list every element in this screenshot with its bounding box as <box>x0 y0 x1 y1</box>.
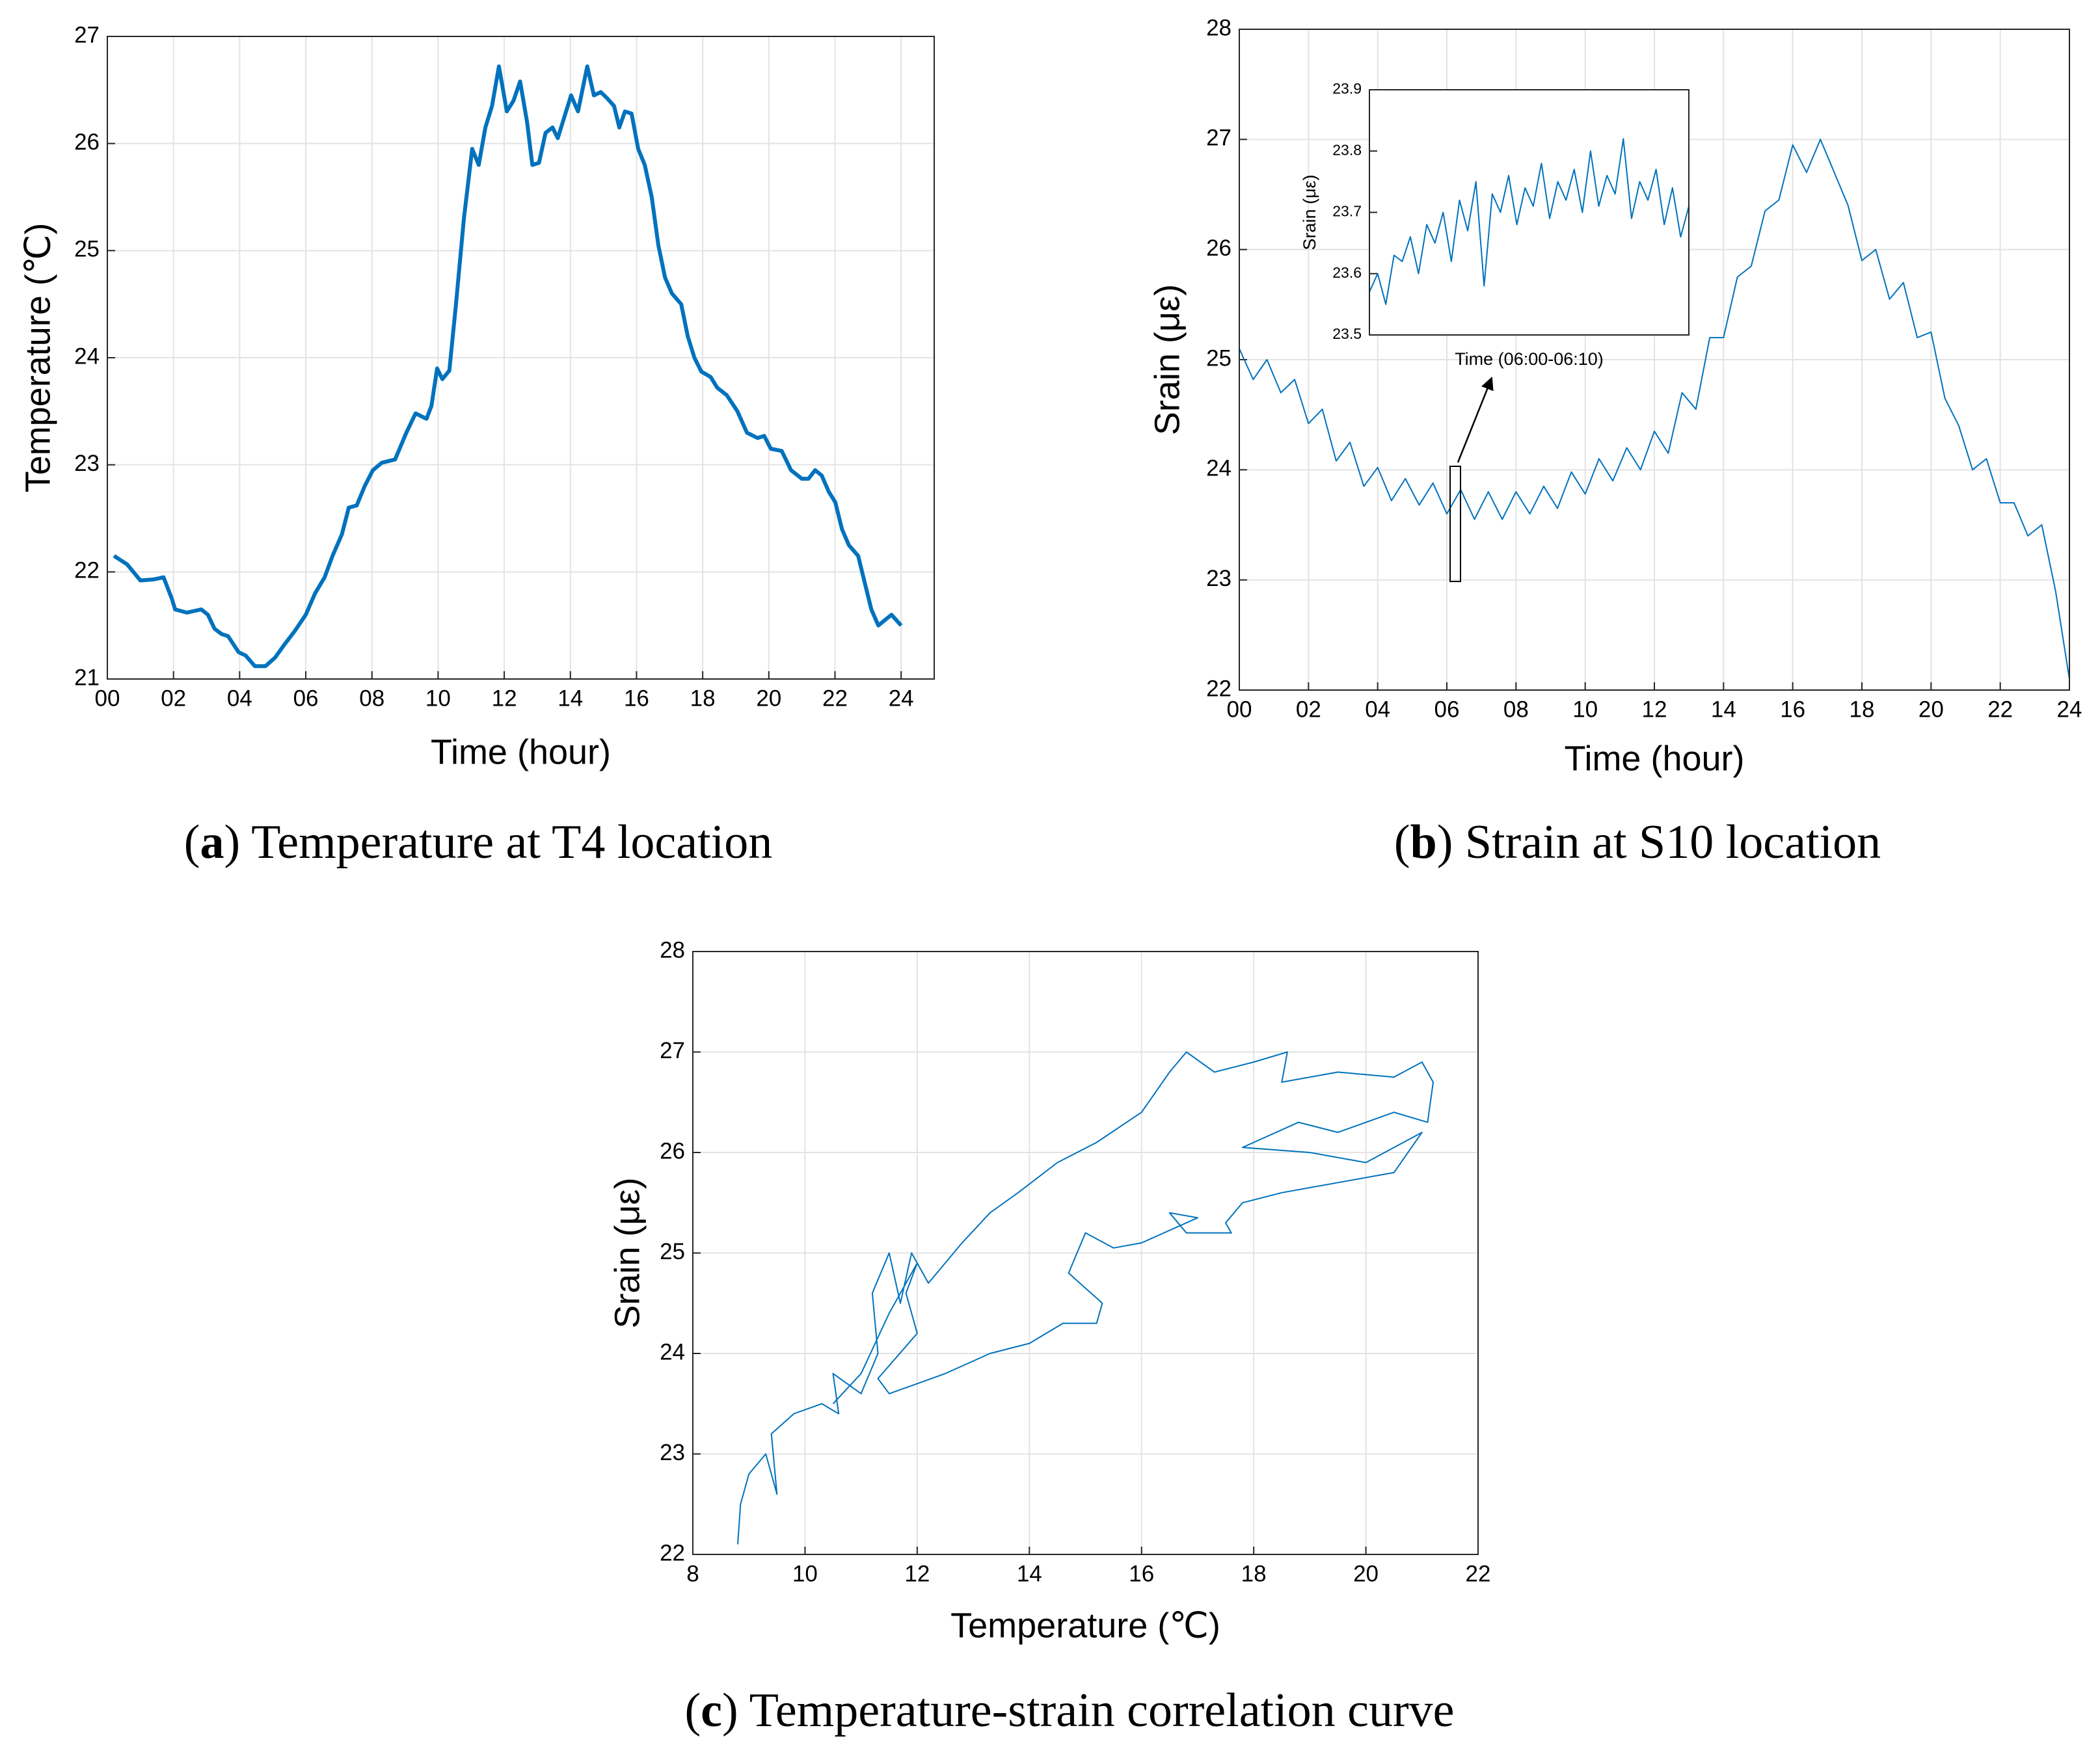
caption-part: ) Temperature at T4 location <box>224 816 772 869</box>
y-tick-label: 23.9 <box>1332 80 1362 97</box>
x-tick-label: 02 <box>1296 697 1321 722</box>
x-axis-label: Time (hour) <box>431 732 611 771</box>
x-tick-label: 14 <box>558 686 583 711</box>
x-tick-label: 08 <box>359 686 384 711</box>
y-axis-label: Temperature (℃) <box>18 223 57 493</box>
x-tick-label: 18 <box>1241 1561 1267 1586</box>
x-tick-label: 14 <box>1711 697 1736 722</box>
y-tick-label: 25 <box>74 237 100 262</box>
caption-part: ( <box>184 816 200 869</box>
y-axis-label: Srain (με) <box>1148 284 1187 435</box>
x-tick-label: 22 <box>822 686 848 711</box>
inset-background <box>1369 90 1689 335</box>
y-tick-label: 22 <box>1206 676 1232 701</box>
caption: (a) Temperature at T4 location <box>184 816 772 869</box>
x-tick-label: 24 <box>2057 697 2082 722</box>
y-tick-label: 22 <box>660 1540 685 1565</box>
x-tick-label: 04 <box>1365 697 1390 722</box>
y-tick-label: 28 <box>1206 15 1232 40</box>
zoom-box <box>1449 466 1461 582</box>
y-tick-label: 23.7 <box>1332 203 1362 220</box>
x-axis-label: Time (06:00-06:10) <box>1455 349 1604 369</box>
data-line <box>737 1051 1434 1545</box>
caption-part: ( <box>684 1684 701 1737</box>
axes-box <box>692 951 1479 1555</box>
data-line <box>1239 139 2070 680</box>
y-tick-label: 25 <box>660 1239 685 1264</box>
caption-part: b <box>1410 816 1437 869</box>
y-tick-label: 23.5 <box>1332 325 1362 342</box>
x-tick-label: 14 <box>1017 1561 1042 1586</box>
caption-part: ) Strain at S10 location <box>1437 816 1881 869</box>
caption-part: ) Temperature-strain correlation curve <box>722 1684 1455 1737</box>
caption: (b) Strain at S10 location <box>1394 816 1881 869</box>
x-tick-label: 00 <box>1227 697 1252 722</box>
x-axis-label: Temperature (℃) <box>950 1606 1220 1645</box>
axes-box <box>1369 89 1689 336</box>
x-tick-label: 06 <box>293 686 319 711</box>
y-tick-label: 26 <box>74 129 100 155</box>
caption-part: c <box>701 1684 722 1737</box>
caption: (c) Temperature-strain correlation curve <box>684 1684 1454 1737</box>
x-tick-label: 8 <box>686 1561 699 1586</box>
x-tick-label: 16 <box>1129 1561 1154 1586</box>
y-tick-label: 24 <box>74 343 100 369</box>
x-tick-label: 10 <box>1572 697 1598 722</box>
y-axis-label: Srain (με) <box>1300 174 1319 250</box>
y-tick-label: 21 <box>74 665 100 690</box>
y-tick-label: 26 <box>1206 235 1232 261</box>
x-tick-label: 20 <box>756 686 781 711</box>
data-line <box>113 64 903 669</box>
x-tick-label: 10 <box>425 686 451 711</box>
y-tick-label: 23 <box>74 451 100 476</box>
y-tick-label: 23 <box>660 1440 685 1465</box>
y-tick-label: 26 <box>660 1138 685 1164</box>
x-tick-label: 24 <box>889 686 914 711</box>
x-tick-label: 02 <box>161 686 186 711</box>
caption-part: a <box>200 816 224 869</box>
x-tick-label: 22 <box>1466 1561 1491 1586</box>
x-axis-label: Time (hour) <box>1564 739 1744 778</box>
y-tick-label: 27 <box>74 22 100 47</box>
caption-part: ( <box>1394 816 1410 869</box>
y-tick-label: 23.6 <box>1332 264 1362 281</box>
x-tick-label: 16 <box>1780 697 1805 722</box>
x-tick-label: 12 <box>1642 697 1667 722</box>
zoom-arrow <box>1457 377 1494 463</box>
x-tick-label: 20 <box>1353 1561 1379 1586</box>
axes-box <box>107 36 935 680</box>
x-tick-label: 22 <box>1987 697 2013 722</box>
x-tick-label: 18 <box>690 686 716 711</box>
x-tick-label: 08 <box>1503 697 1529 722</box>
y-tick-label: 24 <box>660 1339 685 1365</box>
x-tick-label: 18 <box>1850 697 1875 722</box>
y-tick-label: 28 <box>660 937 685 963</box>
x-tick-label: 10 <box>792 1561 818 1586</box>
x-tick-label: 00 <box>95 686 120 711</box>
y-tick-label: 22 <box>74 558 100 583</box>
y-tick-label: 23.8 <box>1332 141 1362 158</box>
axes-box <box>1239 29 2070 691</box>
y-tick-label: 24 <box>1206 456 1232 481</box>
x-tick-label: 12 <box>904 1561 930 1586</box>
y-tick-label: 23 <box>1206 566 1232 591</box>
y-axis-label: Srain (με) <box>608 1177 647 1328</box>
y-tick-label: 27 <box>1206 126 1232 151</box>
x-tick-label: 16 <box>624 686 649 711</box>
data-line <box>1369 138 1689 305</box>
x-tick-label: 12 <box>492 686 517 711</box>
y-tick-label: 27 <box>660 1038 685 1063</box>
x-tick-label: 06 <box>1434 697 1460 722</box>
y-tick-label: 25 <box>1206 345 1232 371</box>
x-tick-label: 04 <box>227 686 252 711</box>
x-tick-label: 20 <box>1918 697 1944 722</box>
